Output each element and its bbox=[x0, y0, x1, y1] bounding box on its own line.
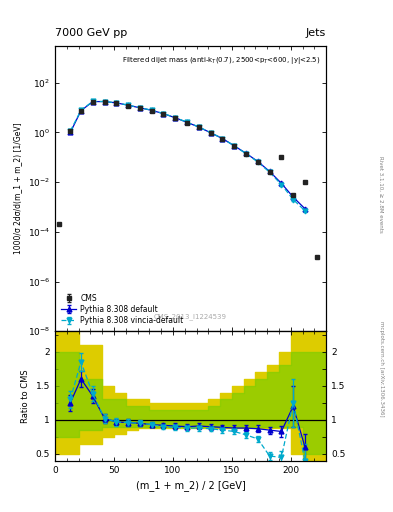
Text: Filtered dijet mass (anti-k$_T$(0.7), 2500<p$_T$<600, |y|<2.5): Filtered dijet mass (anti-k$_T$(0.7), 25… bbox=[123, 55, 321, 66]
Text: 7000 GeV pp: 7000 GeV pp bbox=[55, 28, 127, 38]
X-axis label: (m_1 + m_2) / 2 [GeV]: (m_1 + m_2) / 2 [GeV] bbox=[136, 480, 246, 491]
Y-axis label: 1000/σ 2dσ/d(m_1 + m_2) [1/GeV]: 1000/σ 2dσ/d(m_1 + m_2) [1/GeV] bbox=[13, 123, 22, 254]
Text: CMS_2013_I1224539: CMS_2013_I1224539 bbox=[154, 313, 227, 320]
Text: Rivet 3.1.10, ≥ 2.8M events: Rivet 3.1.10, ≥ 2.8M events bbox=[379, 156, 384, 233]
Text: mcplots.cern.ch [arXiv:1306.3436]: mcplots.cern.ch [arXiv:1306.3436] bbox=[379, 321, 384, 416]
Y-axis label: Ratio to CMS: Ratio to CMS bbox=[21, 369, 30, 423]
Legend: CMS, Pythia 8.308 default, Pythia 8.308 vincia-default: CMS, Pythia 8.308 default, Pythia 8.308 … bbox=[59, 291, 186, 327]
Text: Jets: Jets bbox=[306, 28, 326, 38]
